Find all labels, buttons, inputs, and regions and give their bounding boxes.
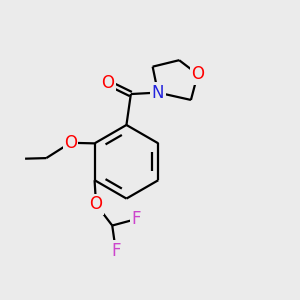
- Text: F: F: [111, 242, 121, 260]
- Text: N: N: [152, 84, 164, 102]
- Text: F: F: [132, 210, 141, 228]
- Text: O: O: [64, 134, 77, 152]
- Text: O: O: [101, 74, 114, 92]
- Text: O: O: [191, 65, 204, 83]
- Text: O: O: [89, 195, 103, 213]
